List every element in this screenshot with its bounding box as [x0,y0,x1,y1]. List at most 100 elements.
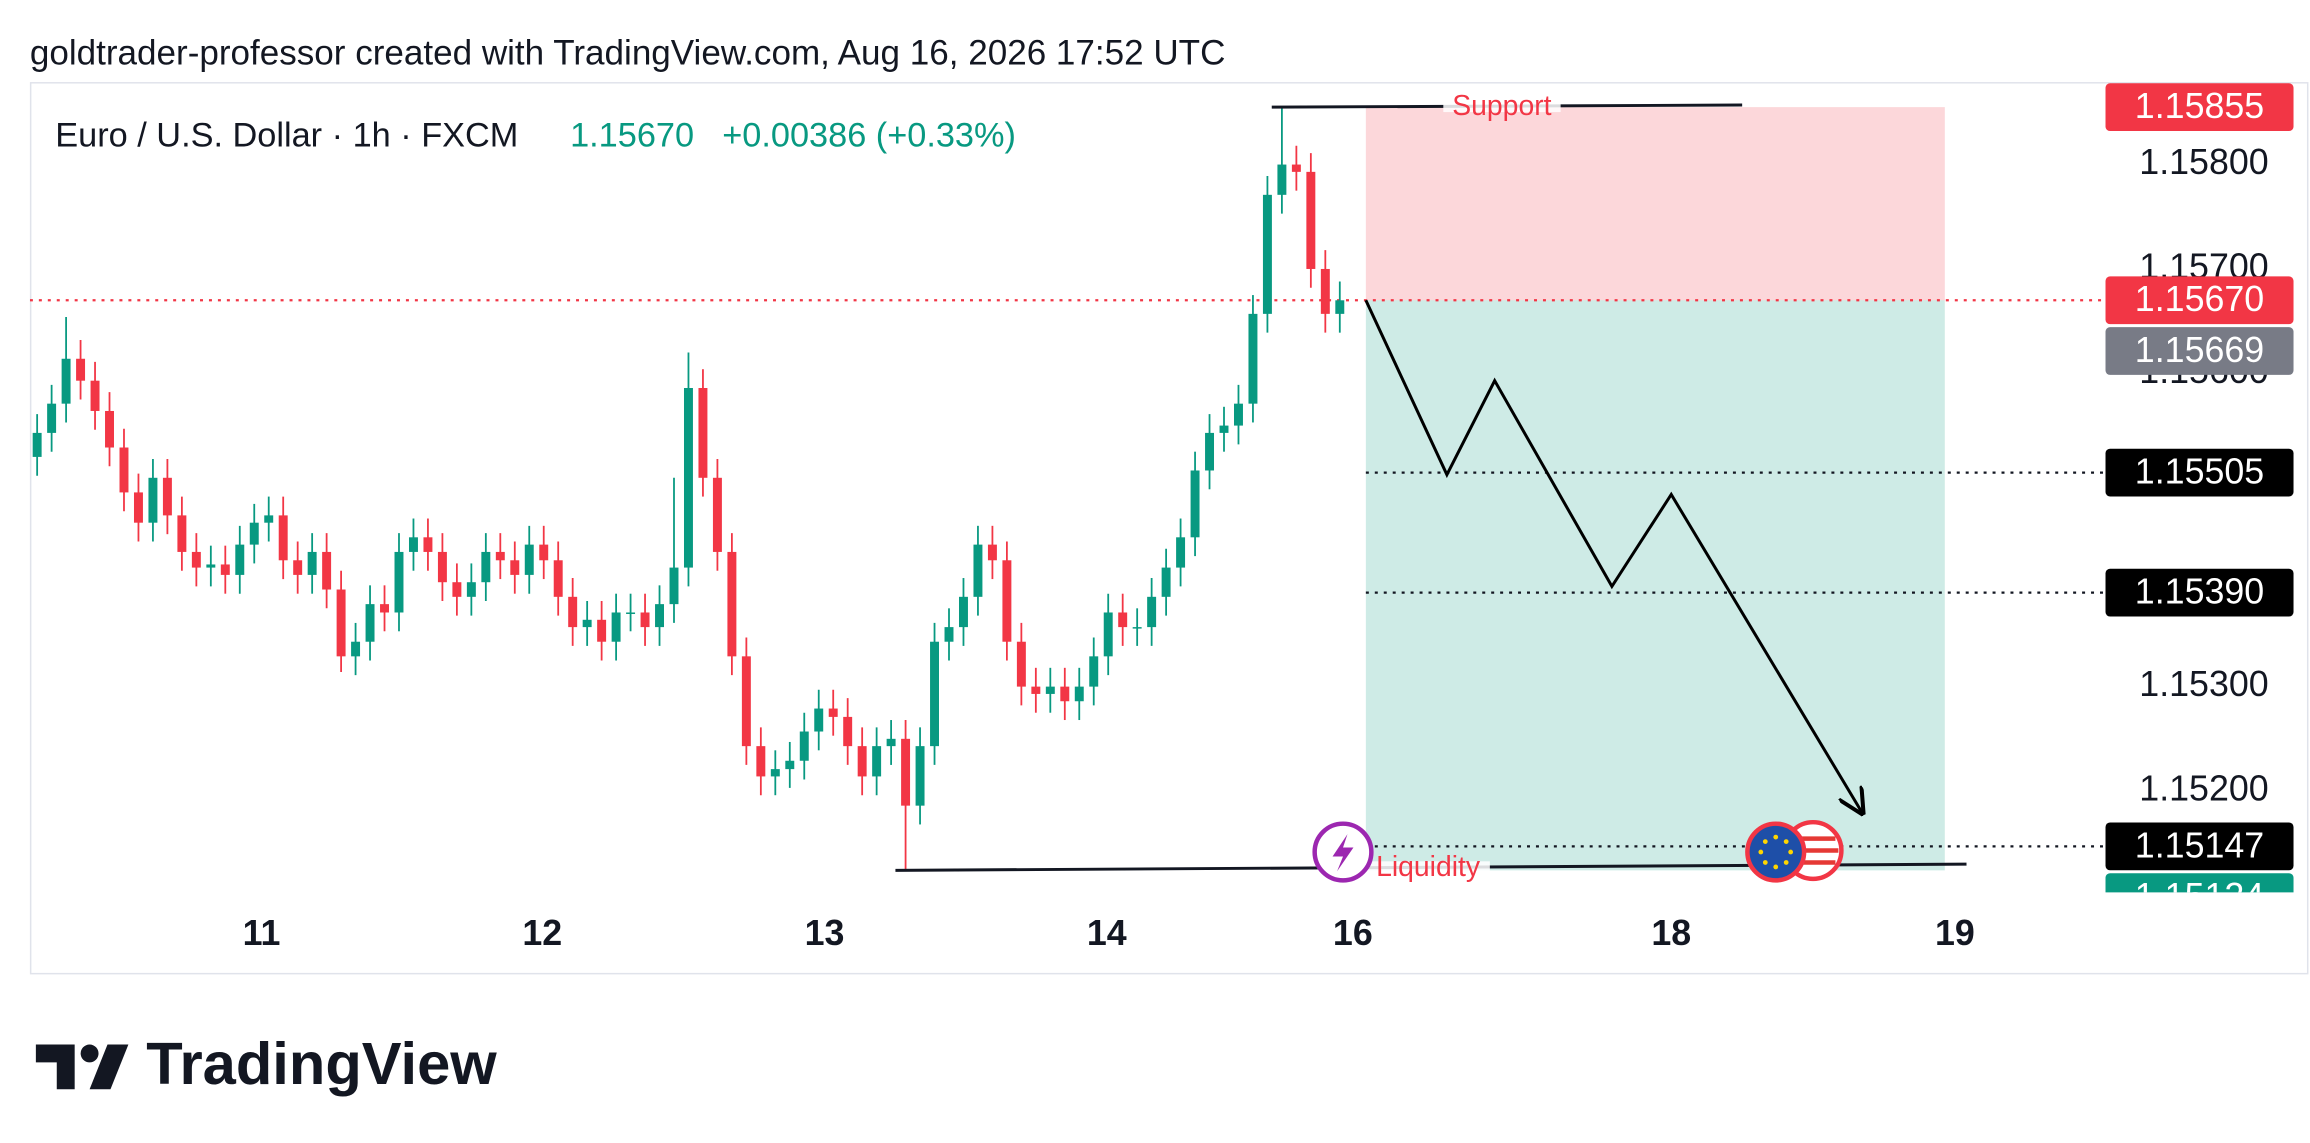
candle-body [741,656,751,747]
y-tick-label: 1.15300 [2139,664,2268,704]
price-axis: 1.152001.153001.156001.157001.158001.158… [2105,83,2294,893]
candle-body [524,544,534,575]
candle-body [1176,537,1186,568]
candle-body [857,746,867,777]
price-tag-label: 1.15505 [2135,452,2264,492]
candle-body [423,537,433,552]
candle-body [930,641,940,747]
x-tick-label: 16 [1333,913,1373,953]
candle-body [611,612,621,642]
y-tick-label: 1.15800 [2139,142,2268,182]
brand-name: TradingView [146,1030,497,1097]
candle-body [799,731,809,761]
price-tag [2105,327,2294,375]
x-tick-label: 12 [522,913,562,953]
candle-body [1306,171,1316,269]
price-tag-label: 1.15390 [2135,572,2264,612]
candle-body [1335,300,1345,314]
currency-flags [1745,819,1844,883]
candle-body [655,604,664,628]
candle-body [553,560,563,597]
candle-body [958,596,968,628]
candle-body [727,551,737,657]
candle-body [235,544,245,575]
candle-body [177,515,187,552]
price-tag [2105,822,2294,871]
candle-body [944,627,954,642]
price-tag-label: 1.15670 [2135,279,2264,319]
candle-body [814,708,824,732]
candle-body [1277,164,1287,195]
candle-body [495,551,505,561]
candle-body [32,432,42,457]
candle-body [785,760,795,770]
brand-logo [35,1044,129,1090]
candle-body [843,716,853,747]
legend-change: +0.00386 (+0.33%) [722,116,1016,154]
candle-body [191,551,201,568]
candle-body [293,560,303,575]
candle-body [481,551,491,583]
y-tick-label: 1.15200 [2139,768,2268,808]
candle-body [1190,470,1200,538]
chart-frame [29,82,2309,975]
x-tick-label: 11 [243,913,281,953]
candle-body [162,477,172,516]
candle-body [712,477,722,552]
header: goldtrader-professor created with Tradin… [30,33,1226,72]
price-tag [2105,448,2294,497]
candle-body [105,410,114,448]
candle-body [756,746,766,777]
candle-body [1205,432,1215,471]
level-label: Liquidity [1376,851,1481,883]
candle-body [466,582,476,597]
candle-body [220,564,230,575]
candle-body [47,403,57,433]
candle-body [987,544,997,561]
x-tick-label: 19 [1935,913,1975,953]
candle-body [1016,641,1026,687]
candle-body [539,544,549,561]
candle-body [626,612,636,614]
candle-body [148,477,158,523]
candle-body [1060,686,1070,702]
candle-body [206,564,216,568]
price-tag-label: 1.15669 [2135,330,2264,370]
candle-body [322,551,332,590]
candle-body [901,738,911,806]
candle-body [1045,686,1055,694]
level-label-bg [1443,100,1561,113]
candle-body [872,746,882,777]
candle-body [828,708,838,717]
candle-body [1291,164,1301,172]
candle-body [1089,656,1099,687]
candle-body [1320,268,1330,314]
candle-body [336,589,346,657]
price-tag-label: 1.15147 [2135,825,2264,865]
candle-body [365,604,375,642]
candle-body [770,769,780,777]
price-tag [2105,568,2294,617]
candle-body [1031,686,1041,694]
candle-body [640,612,650,628]
candle-body [1118,612,1128,628]
candle-body [915,746,925,806]
stop-zone [1365,107,1945,301]
candle-body [1161,567,1171,597]
x-tick-label: 13 [805,913,845,953]
candle-body [510,560,520,575]
lightning-icon [1312,821,1374,883]
candle-body [61,358,71,404]
candle-body [408,537,418,552]
candle-body [264,515,274,523]
projection-path [1364,299,1862,813]
candle-body [1248,313,1258,404]
candle-body [394,551,404,613]
candle-body [1103,612,1113,657]
candle-body [307,551,317,575]
candle-body [1219,425,1229,433]
x-tick-label: 18 [1651,913,1691,953]
candle-body [76,358,86,381]
candle-body [698,387,708,478]
